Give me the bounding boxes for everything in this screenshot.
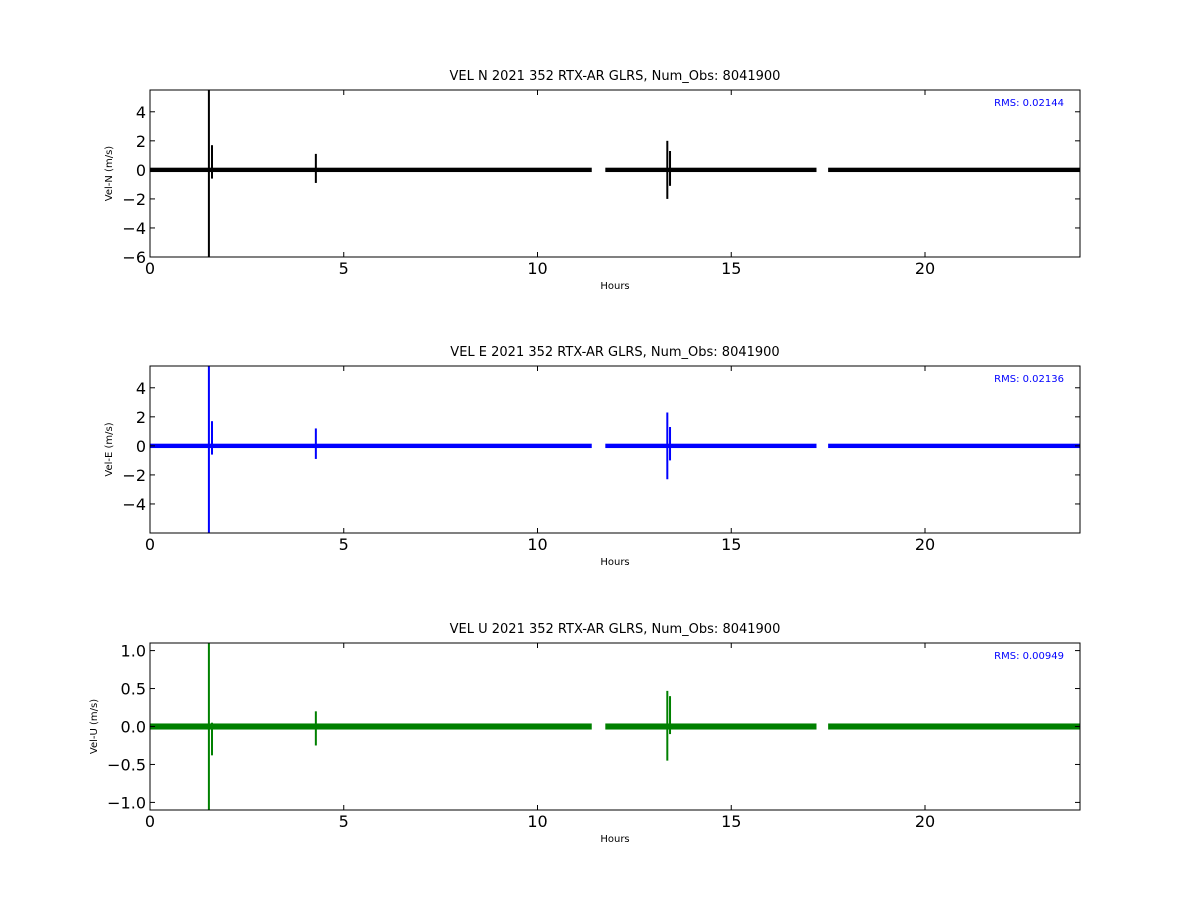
y-tick-label: 0	[136, 161, 146, 180]
y-tick-label: −2	[122, 190, 146, 209]
x-axis-label: Hours	[600, 281, 629, 292]
x-tick-label: 20	[915, 259, 935, 278]
x-tick-label: 5	[339, 535, 349, 554]
rms-annotation: RMS: 0.00949	[994, 651, 1064, 662]
chart-panel-2: 0 5 10 15 20 −4 −2 0 2 4 VEL E 2021 352 RTX-AR GLR…	[104, 345, 1081, 568]
x-axis-label: Hours	[600, 557, 629, 568]
chart-title: VEL U 2021 352 RTX-AR GLRS, Num_Obs: 804…	[450, 622, 781, 637]
x-tick-label: 0	[145, 259, 155, 278]
x-tick-label: 15	[721, 535, 741, 554]
chart-panel-3: 0 5 10 15 20 −1.0 −0.5 0.0 0.5 1.0 VEL U 2021 352 …	[89, 622, 1081, 845]
y-tick-label: 2	[136, 132, 146, 151]
y-tick-label: 0.0	[121, 718, 146, 737]
x-tick-label: 5	[339, 259, 349, 278]
rms-annotation: RMS: 0.02144	[994, 98, 1064, 109]
y-tick-label: −2	[122, 466, 146, 485]
x-tick-label: 20	[915, 812, 935, 831]
x-tick-label: 15	[721, 812, 741, 831]
chart-title: VEL E 2021 352 RTX-AR GLRS, Num_Obs: 804…	[450, 345, 779, 360]
y-tick-label: 0	[136, 437, 146, 456]
y-axis-label: Vel-N (m/s)	[104, 146, 115, 201]
series-2	[150, 366, 1080, 533]
y-tick-label: 4	[136, 103, 146, 122]
y-axis-label: Vel-U (m/s)	[89, 699, 100, 754]
x-tick-label: 10	[527, 259, 547, 278]
plot-frame	[149, 89, 1081, 258]
y-tick-label: −6	[122, 248, 146, 267]
y-tick-label: −4	[122, 219, 146, 238]
y-tick-label: 4	[136, 379, 146, 398]
y-tick-label: −1.0	[107, 793, 146, 812]
y-tick-label: −4	[122, 495, 146, 514]
series-segment-2	[605, 167, 817, 173]
x-tick-label: 10	[527, 812, 547, 831]
y-tick-label: 1.0	[121, 642, 146, 661]
series-segment-1	[150, 443, 592, 449]
series-segment-2	[605, 443, 817, 449]
x-tick-label: 20	[915, 535, 935, 554]
y-tick-label: 2	[136, 408, 146, 427]
chart-title: VEL N 2021 352 RTX-AR GLRS, Num_Obs: 804…	[450, 69, 781, 84]
x-tick-label: 5	[339, 812, 349, 831]
series-segment-2	[605, 723, 817, 730]
x-axis-label: Hours	[600, 834, 629, 845]
chart-panel-1: 0 5 10 15 20 −6 −4 −2 0 2 4 VEL N 2021 352 RTX-AR G…	[104, 69, 1081, 292]
series-segment-3	[828, 443, 1080, 449]
x-tick-label: 10	[527, 535, 547, 554]
rms-annotation: RMS: 0.02136	[994, 374, 1064, 385]
series-segment-3	[828, 723, 1080, 730]
y-tick-label: 0.5	[121, 680, 146, 699]
series-segment-1	[150, 167, 592, 173]
x-tick-label: 0	[145, 535, 155, 554]
x-tick-label: 15	[721, 259, 741, 278]
series-segment-1	[150, 723, 592, 730]
x-tick-label: 0	[145, 812, 155, 831]
plot-frame	[149, 365, 1081, 534]
series-1	[150, 90, 1080, 257]
y-tick-label: −0.5	[107, 755, 146, 774]
y-axis-label: Vel-E (m/s)	[104, 422, 115, 476]
series-segment-3	[828, 167, 1080, 173]
series-3	[150, 643, 1080, 810]
